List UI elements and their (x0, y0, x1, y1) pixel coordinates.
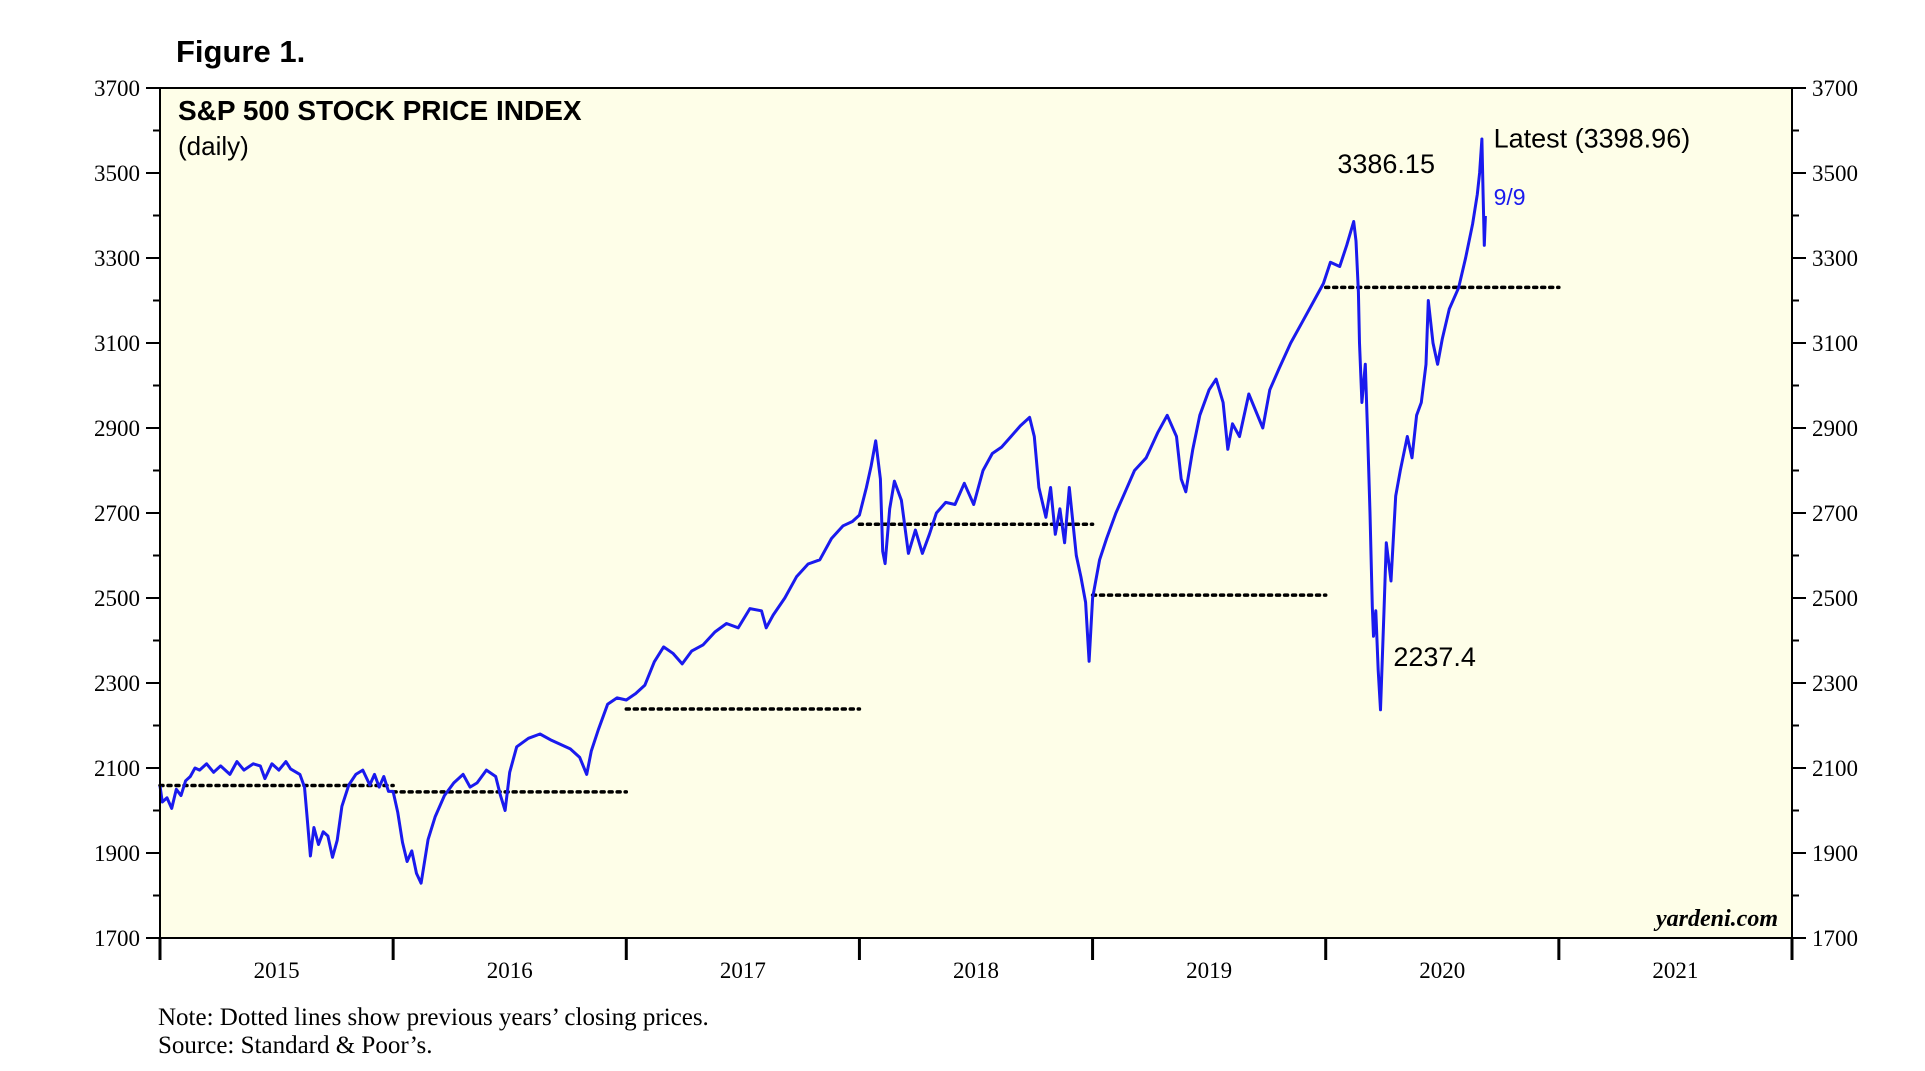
y-tick-label-left: 3500 (94, 161, 140, 186)
series-line-sp500 (158, 137, 1487, 885)
y-tick-label-left: 2500 (94, 586, 140, 611)
y-tick-label-left: 2900 (94, 416, 140, 441)
y-axis-right: 1700 1900 2100 2300 2500 2700 2900 3100 3300 3500… (1792, 76, 1858, 951)
y-tick-label-right: 2900 (1812, 416, 1858, 441)
y-tick-label-right: 2300 (1812, 671, 1858, 696)
annotations: Latest (3398.96) 3386.15 9/9 2237.4 (1337, 124, 1690, 673)
y-tick-label-right: 2700 (1812, 501, 1858, 526)
annotation-2: 9/9 (1494, 184, 1526, 210)
y-tick-label-right: 1700 (1812, 926, 1858, 951)
x-tick-label: 2017 (720, 958, 766, 983)
x-tick-label: 2016 (487, 958, 533, 983)
y-tick-label-right: 3100 (1812, 331, 1858, 356)
x-tick-label: 2020 (1419, 958, 1465, 983)
annotation-3: 2237.4 (1393, 642, 1476, 672)
annotation-0: Latest (3398.96) (1494, 124, 1691, 154)
chart-title: S&P 500 STOCK PRICE INDEX (178, 95, 582, 126)
x-tick-label: 2021 (1652, 958, 1698, 983)
x-tick-label: 2019 (1186, 958, 1232, 983)
y-axis-left: 1700 1900 2100 2300 2500 2700 2900 3100 3300 3500… (94, 76, 160, 951)
x-tick-label: 2018 (953, 958, 999, 983)
y-tick-label-left: 2300 (94, 671, 140, 696)
x-axis: 2015 2016 2017 2018 2019 2020 2021 (158, 937, 1794, 983)
y-tick-label-right: 2100 (1812, 756, 1858, 781)
chart-subtitle: (daily) (178, 131, 249, 161)
y-tick-label-left: 3700 (94, 76, 140, 101)
y-tick-label-left: 3300 (94, 246, 140, 271)
watermark-yardeni: yardeni.com (1653, 906, 1778, 932)
y-tick-label-left: 2700 (94, 501, 140, 526)
figure-label: Figure 1. (176, 34, 306, 69)
reference-lines (158, 285, 1561, 794)
y-tick-label-right: 3300 (1812, 246, 1858, 271)
y-tick-label-left: 1900 (94, 841, 140, 866)
plot-background (160, 88, 1792, 938)
y-tick-label-right: 3700 (1812, 76, 1858, 101)
y-tick-label-left: 2100 (94, 756, 140, 781)
x-tick-label: 2015 (254, 958, 300, 983)
y-tick-label-right: 3500 (1812, 161, 1858, 186)
annotation-1: 3386.15 (1337, 149, 1435, 179)
source-text: Source: Standard & Poor’s. (158, 1032, 433, 1059)
footnote: Note: Dotted lines show previous years’ … (158, 1004, 709, 1060)
y-tick-label-left: 1700 (94, 926, 140, 951)
y-tick-label-right: 2500 (1812, 586, 1858, 611)
y-tick-label-left: 3100 (94, 331, 140, 356)
y-tick-label-right: 1900 (1812, 841, 1858, 866)
note-text: Note: Dotted lines show previous years’ … (158, 1004, 709, 1031)
